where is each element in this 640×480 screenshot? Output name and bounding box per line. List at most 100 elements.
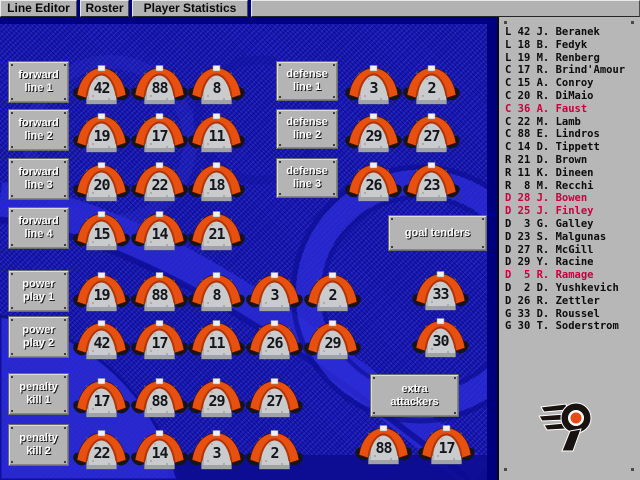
roster-player[interactable]: C 22 M. Lamb (505, 115, 581, 128)
roster-player[interactable]: R 8 M. Recchi (505, 179, 594, 192)
jersey-forward-line-3-slot-1[interactable]: 20 (73, 159, 130, 203)
jersey-extra-attackers-slot-2[interactable]: 17 (418, 422, 475, 466)
svg-text:18: 18 (208, 176, 225, 194)
roster-player[interactable]: C 14 D. Tippett (505, 141, 600, 154)
jersey-penalty-kill-2-slot-4[interactable]: 2 (246, 427, 303, 471)
svg-text:8: 8 (212, 79, 221, 97)
jersey-forward-line-2-slot-1[interactable]: 19 (73, 110, 130, 154)
roster-player[interactable]: D 26 R. Zettler (505, 294, 600, 307)
line-label-defense-line-3: defense line 3 (276, 158, 338, 198)
svg-text:26: 26 (365, 176, 382, 194)
roster-player[interactable]: D 2 D. Yushkevich (505, 281, 619, 294)
roster-player[interactable]: C 88 E. Lindros (505, 128, 600, 141)
panel-corner-tick (504, 468, 507, 471)
jersey-power-play-1-slot-2[interactable]: 88 (131, 269, 188, 313)
line-label-text: kill 2 (26, 445, 51, 457)
roster-player[interactable]: L 19 M. Renberg (505, 51, 600, 64)
screw-icon (64, 210, 66, 212)
line-label-text: penalty (19, 432, 58, 444)
jersey-forward-line-2-slot-2[interactable]: 17 (131, 110, 188, 154)
line-label-penalty-kill-1: penalty kill 1 (8, 373, 69, 415)
jersey-power-play-2-slot-2[interactable]: 17 (131, 317, 188, 361)
roster-player[interactable]: D 3 G. Galley (505, 217, 594, 230)
line-label-text: line 1 (292, 81, 322, 93)
roster-player[interactable]: D 23 S. Malgunas (505, 230, 607, 243)
jersey-forward-line-1-slot-1[interactable]: 42 (73, 62, 130, 106)
jersey-forward-line-4-slot-3[interactable]: 21 (188, 208, 245, 252)
roster-player[interactable]: D 25 J. Finley (505, 205, 594, 218)
tab-roster[interactable]: Roster (80, 0, 129, 17)
jersey-power-play-1-slot-5[interactable]: 2 (304, 269, 361, 313)
svg-text:26: 26 (266, 334, 283, 352)
roster-player[interactable]: C 36 A. Faust (505, 102, 588, 115)
jersey-defense-line-1-slot-2[interactable]: 2 (403, 62, 460, 106)
svg-text:20: 20 (93, 176, 110, 194)
roster-player[interactable]: L 42 J. Beranek (505, 26, 600, 38)
svg-text:2: 2 (270, 444, 278, 462)
svg-text:88: 88 (151, 79, 168, 97)
jersey-goal-tenders-slot-1[interactable]: 33 (412, 268, 469, 312)
roster-player[interactable]: D 28 J. Bowen (505, 192, 588, 205)
jersey-penalty-kill-2-slot-1[interactable]: 22 (73, 427, 130, 471)
screw-icon (279, 144, 281, 146)
jersey-forward-line-2-slot-3[interactable]: 11 (188, 110, 245, 154)
jersey-power-play-2-slot-5[interactable]: 29 (304, 317, 361, 361)
jersey-defense-line-1-slot-1[interactable]: 3 (345, 62, 402, 106)
screw-icon (11, 353, 13, 355)
roster-player[interactable]: R 11 K. Dineen (505, 166, 594, 179)
screw-icon (333, 112, 335, 114)
roster-player[interactable]: D 29 Y. Racine (505, 256, 594, 269)
jersey-defense-line-3-slot-2[interactable]: 23 (403, 159, 460, 203)
jersey-power-play-2-slot-1[interactable]: 42 (73, 317, 130, 361)
line-label-text: line 2 (24, 130, 53, 142)
jersey-defense-line-2-slot-1[interactable]: 29 (345, 110, 402, 154)
jersey-forward-line-4-slot-1[interactable]: 15 (73, 208, 130, 252)
jersey-power-play-1-slot-1[interactable]: 19 (73, 269, 130, 313)
roster-player[interactable]: C 15 A. Conroy (505, 77, 594, 90)
roster-panel: L 42 J. Beranek L 18 B. Fedyk L 19 M. Renb… (497, 17, 640, 480)
svg-text:42: 42 (93, 334, 109, 352)
jersey-penalty-kill-2-slot-3[interactable]: 3 (188, 427, 245, 471)
roster-player[interactable]: D 27 R. McGill (505, 243, 594, 256)
roster-player[interactable]: R 21 D. Brown (505, 153, 588, 166)
svg-text:2: 2 (427, 79, 435, 97)
jersey-power-play-2-slot-3[interactable]: 11 (188, 317, 245, 361)
jersey-defense-line-3-slot-1[interactable]: 26 (345, 159, 402, 203)
roster-player[interactable]: C 17 R. Brind'Amour (505, 64, 626, 77)
roster-player[interactable]: L 18 B. Fedyk (505, 38, 588, 51)
roster-player[interactable]: D 5 R. Ramage (505, 269, 594, 282)
line-label-text: defense (286, 116, 328, 128)
jersey-forward-line-3-slot-2[interactable]: 22 (131, 159, 188, 203)
jersey-defense-line-2-slot-2[interactable]: 27 (403, 110, 460, 154)
roster-player[interactable]: G 33 D. Roussel (505, 307, 600, 320)
jersey-penalty-kill-1-slot-1[interactable]: 17 (73, 375, 130, 419)
line-label-text: forward (18, 215, 59, 227)
line-label-text: line 3 (24, 179, 53, 191)
jersey-power-play-2-slot-4[interactable]: 26 (246, 317, 303, 361)
jersey-power-play-1-slot-4[interactable]: 3 (246, 269, 303, 313)
line-label-text: power (22, 278, 55, 290)
tab-line-editor[interactable]: Line Editor (0, 0, 77, 17)
jersey-penalty-kill-2-slot-2[interactable]: 14 (131, 427, 188, 471)
jersey-extra-attackers-slot-1[interactable]: 88 (355, 422, 412, 466)
screw-icon (482, 218, 484, 220)
line-label-text: line 3 (292, 178, 322, 190)
screw-icon (11, 427, 13, 429)
screw-icon (11, 244, 13, 246)
jersey-forward-line-4-slot-2[interactable]: 14 (131, 208, 188, 252)
roster-player[interactable]: C 20 R. DiMaio (505, 89, 594, 102)
jersey-goal-tenders-slot-2[interactable]: 30 (412, 315, 469, 359)
line-label-defense-line-2: defense line 2 (276, 109, 338, 149)
line-label-text: defense (286, 68, 328, 80)
tab-player-statistics[interactable]: Player Statistics (132, 0, 248, 17)
jersey-forward-line-1-slot-3[interactable]: 8 (188, 62, 245, 106)
jersey-penalty-kill-1-slot-2[interactable]: 88 (131, 375, 188, 419)
roster-player[interactable]: G 30 T. Soderstrom (505, 320, 619, 333)
screw-icon (11, 376, 13, 378)
jersey-forward-line-3-slot-3[interactable]: 18 (188, 159, 245, 203)
jersey-penalty-kill-1-slot-3[interactable]: 29 (188, 375, 245, 419)
jersey-penalty-kill-1-slot-4[interactable]: 27 (246, 375, 303, 419)
jersey-power-play-1-slot-3[interactable]: 8 (188, 269, 245, 313)
jersey-forward-line-1-slot-2[interactable]: 88 (131, 62, 188, 106)
screw-icon (454, 377, 456, 379)
